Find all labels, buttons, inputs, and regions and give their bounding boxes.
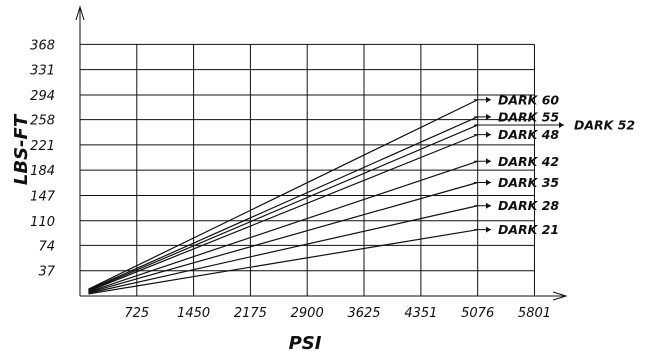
y-tick-labels: 37 74 110 147 184 221 258 294 331 368 [30,38,56,279]
y-tick-label: 368 [30,38,55,53]
axes [75,5,568,301]
series-label: DARK 28 [498,198,559,213]
y-tick-label: 258 [30,114,55,129]
series-arrowhead [486,179,491,186]
series-label: DARK 60 [498,92,559,107]
series-line [88,99,478,290]
x-tick-labels: 725 1450 2175 2900 3625 4351 5076 5801 [124,306,551,321]
series-arrowhead [486,113,491,120]
series-label: DARK 42 [498,154,559,169]
series-line [88,134,478,292]
series-arrowhead [486,131,491,138]
series-arrowhead [486,226,491,233]
series-label: DARK 48 [498,127,559,142]
series-line [88,205,478,294]
series-label: DARK 55 [498,109,559,124]
y-tick-label: 221 [30,139,55,154]
series-label: DARK 35 [498,175,559,190]
y-axis-arrow [75,5,85,21]
y-tick-label: 110 [30,215,55,230]
y-tick-label: 184 [30,164,55,179]
series-arrowhead [486,158,491,165]
y-tick-label: 331 [30,64,55,79]
series-line [88,229,478,295]
x-tick-label: 5801 [518,306,551,321]
x-tick-label: 5076 [461,306,494,321]
y-axis-title: LBS-FT [11,113,32,185]
series-arrowhead [486,96,491,103]
series-labels: DARK 60 DARK 55 DARK 52 DARK 48 DARK 42 DARK … [474,92,635,237]
x-tick-label: 725 [124,306,149,321]
series-lines [88,99,478,295]
series-line [88,116,478,291]
x-tick-label: 3625 [347,306,380,321]
series-line [88,181,478,294]
x-tick-label: 2175 [234,306,267,321]
series-line [88,160,478,293]
x-tick-label: 1450 [177,306,210,321]
grid [80,43,535,296]
x-tick-label: 4351 [404,306,437,321]
x-tick-label: 2900 [291,306,324,321]
y-tick-label: 37 [38,265,55,280]
series-arrowhead [559,122,564,129]
y-tick-label: 147 [30,189,56,204]
y-tick-label: 74 [38,239,55,254]
y-tick-label: 294 [30,89,55,104]
x-axis-title: PSI [289,333,322,354]
series-arrowhead [486,202,491,209]
series-label: DARK 52 [574,118,635,133]
series-label: DARK 21 [498,222,559,237]
series-line [88,124,478,292]
x-axis-arrow [552,291,568,301]
